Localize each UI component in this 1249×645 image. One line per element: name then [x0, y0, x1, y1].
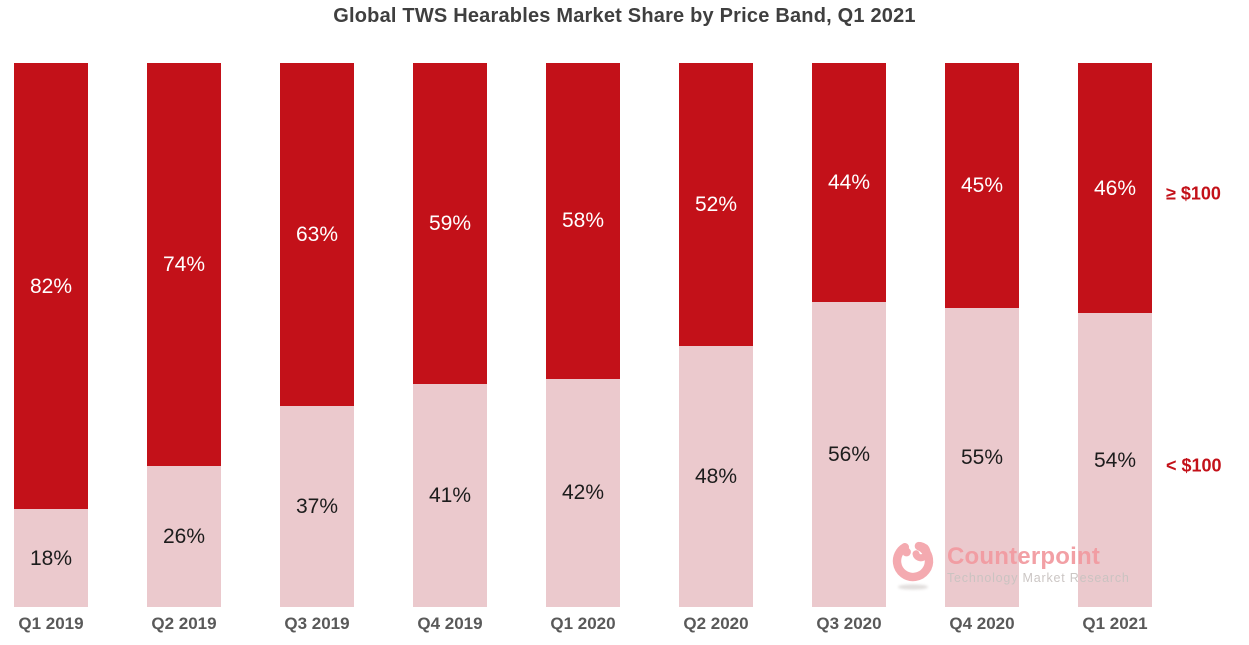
bar-value-label: 54% — [1093, 448, 1137, 472]
bar-segment-geq-100: 63% — [280, 63, 354, 406]
bar-value-label: 48% — [694, 464, 738, 488]
bar-value-label: 41% — [428, 483, 472, 507]
bar-value-label: 56% — [827, 443, 871, 467]
x-axis-label: Q1 2019 — [18, 614, 84, 633]
bar-value-label: 45% — [960, 173, 1004, 197]
bar-column: 44% 56% — [812, 63, 886, 607]
bar-segment-lt-100: 26% — [147, 465, 221, 607]
bar-segment-lt-100: 18% — [14, 509, 88, 607]
bar-value-label: 26% — [162, 524, 206, 548]
bar-value-label: 44% — [827, 171, 871, 195]
bar-segment-lt-100: 54% — [1078, 313, 1152, 607]
bar-segment-geq-100: 59% — [413, 63, 487, 384]
bar-segment-geq-100: 58% — [546, 63, 620, 379]
bar-value-label: 74% — [162, 252, 206, 276]
legend-label-0: ≥ $100 — [1166, 183, 1221, 204]
x-axis-label: Q2 2020 — [683, 614, 749, 633]
bar-value-label: 63% — [295, 222, 339, 246]
bar-segment-geq-100: 74% — [147, 63, 221, 466]
bar-segment-lt-100: 56% — [812, 302, 886, 607]
bar-value-label: 82% — [29, 274, 73, 298]
bar-segment-geq-100: 45% — [945, 63, 1019, 308]
bar-segment-geq-100: 46% — [1078, 63, 1152, 314]
x-axis-label: Q4 2020 — [949, 614, 1015, 633]
bar-value-label: 37% — [295, 494, 339, 518]
legend-label-1: < $100 — [1166, 455, 1222, 476]
x-axis-label: Q1 2020 — [550, 614, 616, 633]
bar-value-label: 52% — [694, 192, 738, 216]
x-axis-label: Q3 2020 — [816, 614, 882, 633]
bar-value-label: 55% — [960, 445, 1004, 469]
bar-segment-lt-100: 42% — [546, 378, 620, 607]
bar-column: 59% 41% — [413, 63, 487, 607]
counterpoint-logo-icon — [892, 540, 934, 590]
x-axis-label: Q3 2019 — [284, 614, 350, 633]
bar-column: 52% 48% — [679, 63, 753, 607]
bar-segment-lt-100: 37% — [280, 405, 354, 607]
bar-segment-geq-100: 44% — [812, 63, 886, 303]
x-axis-label: Q2 2019 — [151, 614, 217, 633]
chart-title: Global TWS Hearables Market Share by Pri… — [333, 5, 916, 27]
bar-value-label: 18% — [29, 546, 73, 570]
x-axis-label: Q1 2021 — [1082, 614, 1148, 633]
bar-value-label: 58% — [561, 209, 605, 233]
bar-segment-geq-100: 82% — [14, 63, 88, 510]
bar-segment-lt-100: 48% — [679, 345, 753, 607]
bar-value-label: 42% — [561, 481, 605, 505]
bar-column: 74% 26% — [147, 63, 221, 607]
bar-segment-geq-100: 52% — [679, 63, 753, 346]
bar-segment-lt-100: 41% — [413, 383, 487, 607]
bar-column: 63% 37% — [280, 63, 354, 607]
bar-column: 58% 42% — [546, 63, 620, 607]
bar-column: 46% 54% — [1078, 63, 1152, 607]
x-axis-label: Q4 2019 — [417, 614, 483, 633]
bar-column: 82% 18% — [14, 63, 88, 607]
bar-column: 45% 55% — [945, 63, 1019, 607]
bar-value-label: 46% — [1093, 176, 1137, 200]
bar-segment-lt-100: 55% — [945, 307, 1019, 607]
bar-value-label: 59% — [428, 211, 472, 235]
